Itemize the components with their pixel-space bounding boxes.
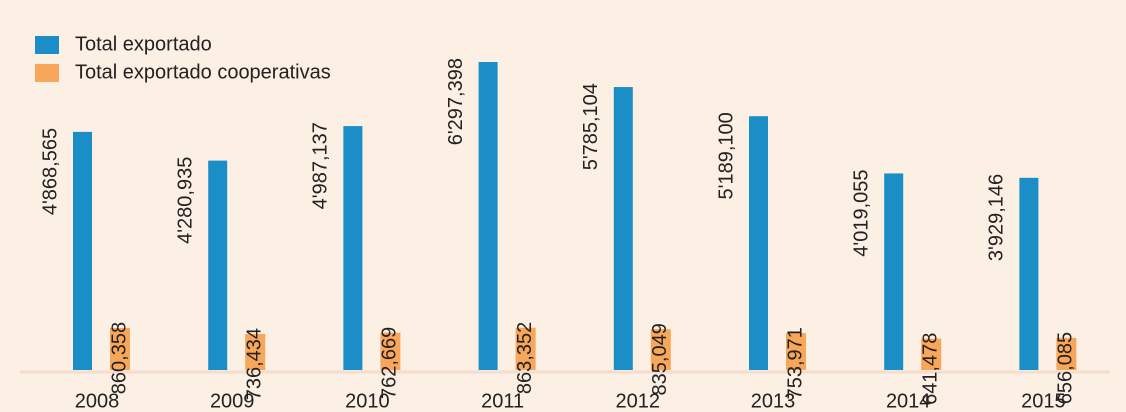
value-label: 863,352 [514, 322, 536, 394]
bar [110, 327, 130, 370]
bar [73, 131, 92, 370]
value-label: 3'929,146 [986, 174, 1008, 261]
bar [749, 116, 768, 371]
x-tick-label: 2010 [345, 390, 390, 412]
bar [921, 338, 942, 370]
x-tick-label: 2012 [616, 390, 661, 412]
bar [208, 160, 228, 370]
bar [884, 173, 904, 370]
bar [515, 327, 536, 370]
x-tick-label: 2008 [75, 390, 120, 412]
value-label: 736,434 [243, 328, 265, 400]
x-tick-label: 2011 [481, 390, 524, 412]
value-label: 4'987,137 [310, 122, 332, 209]
bar [1019, 177, 1039, 370]
bar [650, 329, 671, 370]
legend-label: Total exportado cooperativas [75, 61, 331, 83]
x-tick-label: 2009 [210, 390, 255, 412]
bar [613, 87, 633, 370]
value-label: 656,085 [1055, 332, 1077, 404]
value-label: 835,049 [649, 323, 671, 395]
value-label: 4'019,055 [850, 169, 872, 256]
bar [245, 333, 266, 370]
value-label: 860,358 [108, 322, 130, 394]
bar [1056, 337, 1077, 370]
legend-swatch [35, 36, 59, 54]
x-tick-label: 2015 [1021, 390, 1066, 412]
value-label: 5'785,104 [580, 83, 602, 170]
value-label: 641,478 [919, 333, 941, 405]
bar [343, 126, 363, 370]
legend-swatch [35, 64, 59, 82]
value-label: 762,669 [379, 327, 401, 399]
x-tick-label: 2014 [886, 390, 931, 412]
bar [786, 333, 806, 370]
value-label: 753,971 [784, 327, 806, 399]
x-tick-label: 2013 [751, 390, 796, 412]
bar [478, 62, 498, 370]
bar [380, 332, 401, 370]
value-label: 4'280,935 [174, 157, 196, 244]
legend-label: Total exportado [75, 33, 212, 55]
value-label: 4'868,565 [39, 128, 61, 215]
value-label: 6'297,398 [445, 58, 467, 145]
value-label: 5'189,100 [715, 112, 737, 199]
